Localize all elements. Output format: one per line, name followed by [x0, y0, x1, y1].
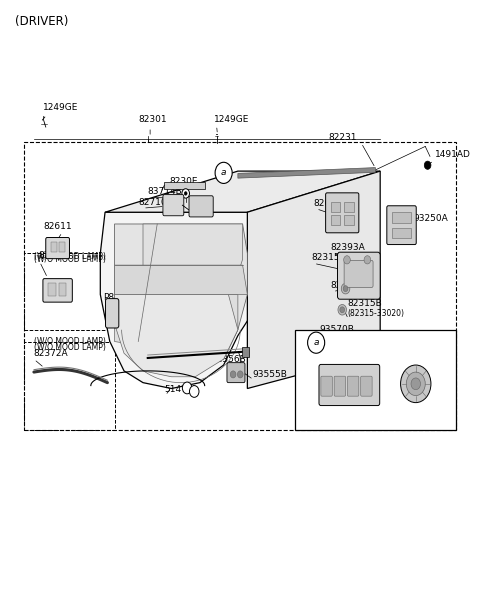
Polygon shape [115, 294, 238, 377]
FancyBboxPatch shape [321, 376, 332, 396]
Text: 82315B: 82315B [312, 253, 346, 262]
Polygon shape [115, 265, 247, 294]
FancyBboxPatch shape [387, 206, 416, 244]
Circle shape [308, 332, 324, 353]
Bar [392, 212, 411, 223]
Bar [241, 348, 249, 357]
Text: 8230E: 8230E [169, 177, 198, 186]
Polygon shape [115, 294, 238, 359]
Circle shape [215, 163, 232, 183]
Polygon shape [247, 171, 380, 389]
Circle shape [190, 386, 199, 398]
Bar [331, 214, 340, 225]
FancyBboxPatch shape [106, 299, 119, 328]
Bar [344, 201, 354, 212]
Text: 82393A: 82393A [330, 243, 365, 252]
Text: 93710B: 93710B [390, 336, 424, 345]
FancyBboxPatch shape [325, 193, 359, 233]
Text: a: a [221, 168, 227, 177]
FancyBboxPatch shape [163, 194, 184, 216]
Bar [392, 227, 411, 238]
Circle shape [338, 305, 347, 315]
Bar [50, 241, 57, 252]
Circle shape [364, 256, 371, 264]
Bar [295, 330, 456, 429]
Circle shape [182, 188, 190, 198]
FancyBboxPatch shape [43, 279, 72, 302]
FancyBboxPatch shape [337, 252, 380, 299]
Bar [24, 142, 456, 429]
Text: 51472L: 51472L [164, 385, 198, 395]
Text: 82611: 82611 [39, 252, 67, 260]
Circle shape [401, 365, 431, 403]
FancyBboxPatch shape [189, 196, 213, 217]
Circle shape [406, 372, 425, 396]
Text: 82231: 82231 [328, 133, 357, 142]
Text: (W/O MOOD LAMP): (W/O MOOD LAMP) [34, 254, 106, 263]
Text: 82372A: 82372A [33, 349, 68, 358]
FancyBboxPatch shape [334, 376, 346, 396]
Text: 82610B: 82610B [314, 198, 348, 207]
Circle shape [182, 382, 192, 394]
Bar [59, 283, 66, 296]
Polygon shape [105, 171, 380, 212]
Text: 93570B: 93570B [320, 326, 354, 335]
Text: 82315B: 82315B [347, 299, 382, 308]
Text: 93250A: 93250A [413, 214, 448, 223]
Polygon shape [238, 168, 375, 178]
Text: 82356B: 82356B [212, 355, 247, 364]
Circle shape [340, 307, 345, 313]
Text: P82317: P82317 [103, 293, 137, 302]
Circle shape [343, 286, 348, 292]
Text: 83714B: 83714B [148, 187, 182, 196]
Circle shape [344, 256, 350, 264]
Circle shape [411, 378, 420, 390]
Text: 1249GE: 1249GE [214, 115, 250, 124]
Text: 82301: 82301 [138, 115, 167, 124]
Bar [48, 283, 56, 296]
Text: (W/O MOOD LAMP): (W/O MOOD LAMP) [34, 337, 106, 346]
Text: 82611: 82611 [43, 222, 72, 231]
Text: 82710C: 82710C [138, 198, 173, 207]
Bar [331, 201, 340, 212]
Polygon shape [100, 212, 262, 389]
FancyBboxPatch shape [361, 376, 372, 396]
Text: a: a [313, 338, 319, 347]
Bar [344, 214, 354, 225]
Text: 1249GE: 1249GE [43, 103, 79, 112]
Text: 82315D: 82315D [330, 281, 366, 290]
Bar [24, 253, 115, 330]
FancyBboxPatch shape [344, 260, 373, 287]
Text: (DRIVER): (DRIVER) [15, 15, 68, 28]
Bar [24, 342, 115, 429]
FancyBboxPatch shape [348, 376, 359, 396]
Polygon shape [143, 224, 242, 289]
Circle shape [424, 161, 431, 170]
Text: 93555B: 93555B [252, 369, 287, 379]
Text: (W/O MOOD LAMP): (W/O MOOD LAMP) [34, 343, 106, 352]
FancyBboxPatch shape [227, 363, 245, 383]
Text: (82315-33020): (82315-33020) [347, 309, 404, 318]
Text: 1491AD: 1491AD [435, 150, 470, 160]
FancyBboxPatch shape [46, 237, 70, 259]
Circle shape [230, 371, 236, 378]
FancyBboxPatch shape [319, 365, 380, 406]
Circle shape [341, 283, 350, 294]
Text: (W/O MOOD LAMP): (W/O MOOD LAMP) [34, 252, 106, 261]
Circle shape [184, 191, 187, 195]
Bar [164, 181, 204, 188]
Polygon shape [115, 224, 247, 371]
Circle shape [238, 371, 243, 378]
Bar [59, 241, 65, 252]
